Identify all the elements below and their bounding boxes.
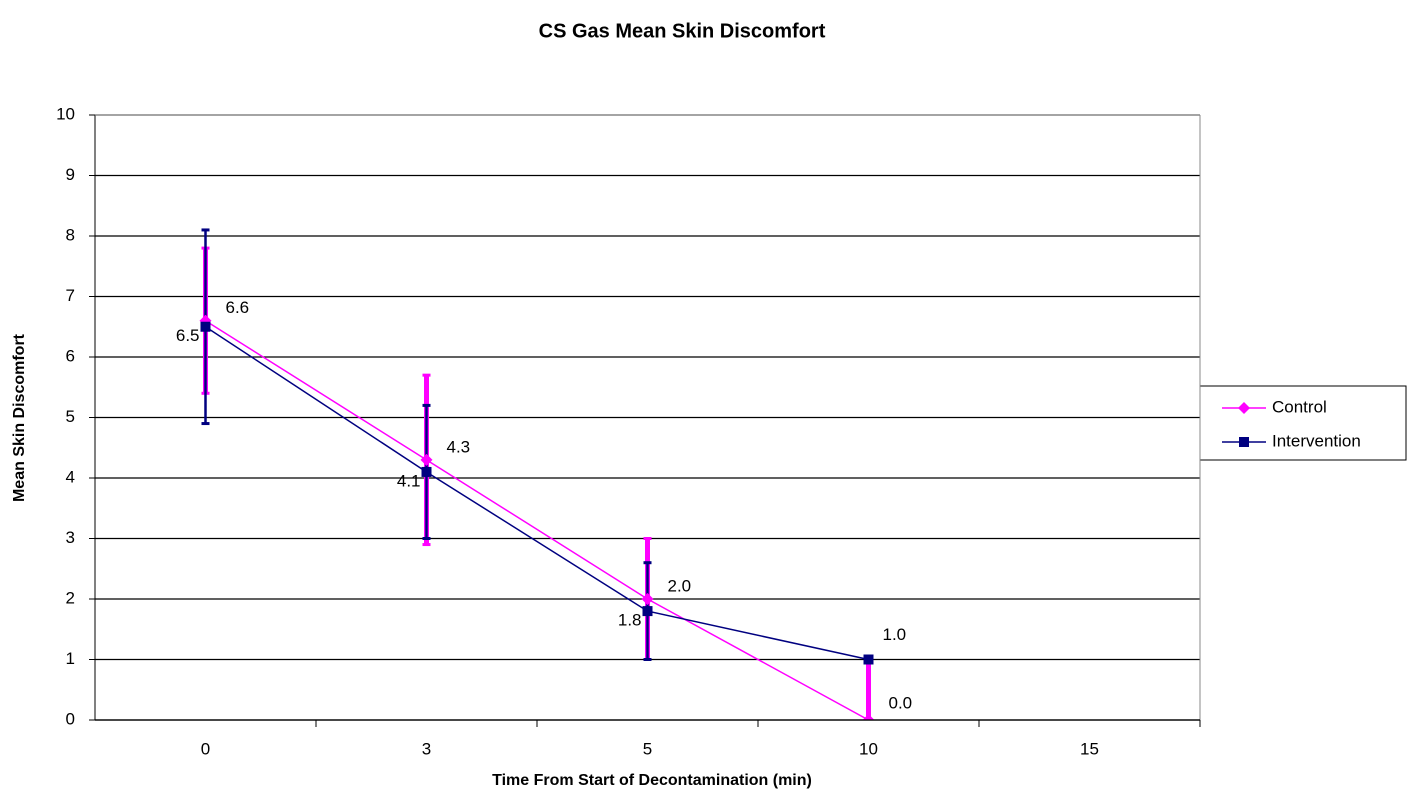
data-label: 4.1	[397, 471, 421, 490]
legend-box	[1199, 385, 1407, 461]
x-axis-title: Time From Start of Decontamination (min)	[492, 772, 812, 789]
data-label: 4.3	[447, 437, 471, 456]
legend-marker	[1238, 402, 1250, 414]
x-tick-label: 10	[859, 739, 878, 758]
x-tick-label: 3	[422, 739, 431, 758]
data-point	[641, 593, 654, 605]
x-tick-label: 15	[1080, 739, 1099, 758]
data-point	[421, 466, 432, 477]
y-tick-label: 0	[66, 709, 75, 728]
data-point	[420, 453, 433, 466]
y-tick-label: 9	[66, 165, 75, 184]
legend-label: Intervention	[1272, 431, 1361, 450]
y-tick-label: 7	[66, 286, 75, 305]
data-label: 1.8	[618, 611, 642, 630]
y-tick-label: 8	[66, 225, 75, 244]
data-point	[862, 714, 875, 720]
y-tick-label: 2	[66, 588, 75, 607]
data-label: 6.6	[226, 298, 250, 317]
y-tick-label: 4	[66, 467, 75, 486]
series-line	[205, 320, 869, 720]
data-point	[863, 654, 874, 665]
y-tick-label: 10	[56, 104, 75, 123]
y-tick-label: 1	[66, 649, 75, 668]
y-tick-label: 5	[66, 407, 75, 426]
legend-marker	[1239, 437, 1249, 447]
y-axis-title: Mean Skin Discomfort	[11, 333, 28, 502]
data-label: 0.0	[889, 693, 913, 712]
data-label: 2.0	[668, 576, 692, 595]
x-tick-label: 5	[643, 739, 652, 758]
x-tick-label: 0	[201, 739, 210, 758]
data-point	[200, 321, 211, 332]
data-point	[642, 606, 653, 617]
series-line	[205, 326, 869, 661]
data-label: 1.0	[883, 625, 907, 644]
y-tick-label: 6	[66, 346, 75, 365]
data-label: 6.5	[176, 326, 200, 345]
y-tick-label: 3	[66, 528, 75, 547]
legend-label: Control	[1272, 397, 1327, 416]
chart-title: CS Gas Mean Skin Discomfort	[539, 20, 826, 42]
plot-area	[199, 228, 875, 720]
